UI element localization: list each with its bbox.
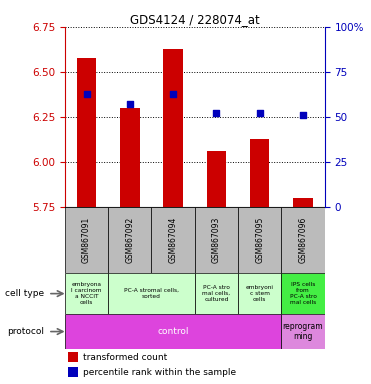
Text: PC-A stro
mal cells,
cultured: PC-A stro mal cells, cultured — [202, 285, 230, 302]
Text: control: control — [157, 327, 189, 336]
Bar — [77, 58, 96, 207]
Bar — [281, 314, 325, 349]
Bar — [207, 151, 226, 207]
Bar — [151, 207, 195, 273]
Text: GSM867092: GSM867092 — [125, 217, 134, 263]
Bar — [65, 314, 281, 349]
Text: PC-A stromal cells,
sorted: PC-A stromal cells, sorted — [124, 288, 179, 299]
Text: protocol: protocol — [7, 327, 44, 336]
Bar — [120, 108, 139, 207]
Bar — [108, 273, 195, 314]
Text: reprogram
ming: reprogram ming — [283, 322, 323, 341]
Text: GSM867093: GSM867093 — [212, 217, 221, 263]
Text: GSM867095: GSM867095 — [255, 217, 264, 263]
Text: embryoni
c stem
cells: embryoni c stem cells — [246, 285, 274, 302]
Bar — [65, 207, 108, 273]
Point — [83, 91, 89, 97]
Bar — [68, 367, 78, 377]
Text: IPS cells
from
PC-A stro
mal cells: IPS cells from PC-A stro mal cells — [289, 282, 316, 305]
Bar — [238, 273, 281, 314]
Text: GSM867096: GSM867096 — [299, 217, 308, 263]
Bar — [281, 207, 325, 273]
Bar — [195, 207, 238, 273]
Point — [213, 110, 219, 116]
Bar — [68, 353, 78, 362]
Bar — [108, 207, 151, 273]
Point — [127, 101, 133, 108]
Bar — [281, 273, 325, 314]
Bar — [250, 139, 269, 207]
Bar — [293, 198, 313, 207]
Text: GSM867094: GSM867094 — [169, 217, 178, 263]
Text: percentile rank within the sample: percentile rank within the sample — [83, 367, 236, 377]
Text: embryona
l carcinom
a NCCIT
cells: embryona l carcinom a NCCIT cells — [71, 282, 102, 305]
Point — [170, 91, 176, 97]
Text: cell type: cell type — [5, 289, 44, 298]
Point — [300, 112, 306, 118]
Text: transformed count: transformed count — [83, 353, 167, 362]
Bar — [163, 48, 183, 207]
Bar — [195, 273, 238, 314]
Bar — [65, 273, 108, 314]
Text: GSM867091: GSM867091 — [82, 217, 91, 263]
Title: GDS4124 / 228074_at: GDS4124 / 228074_at — [130, 13, 260, 26]
Bar — [238, 207, 281, 273]
Point — [257, 110, 263, 116]
